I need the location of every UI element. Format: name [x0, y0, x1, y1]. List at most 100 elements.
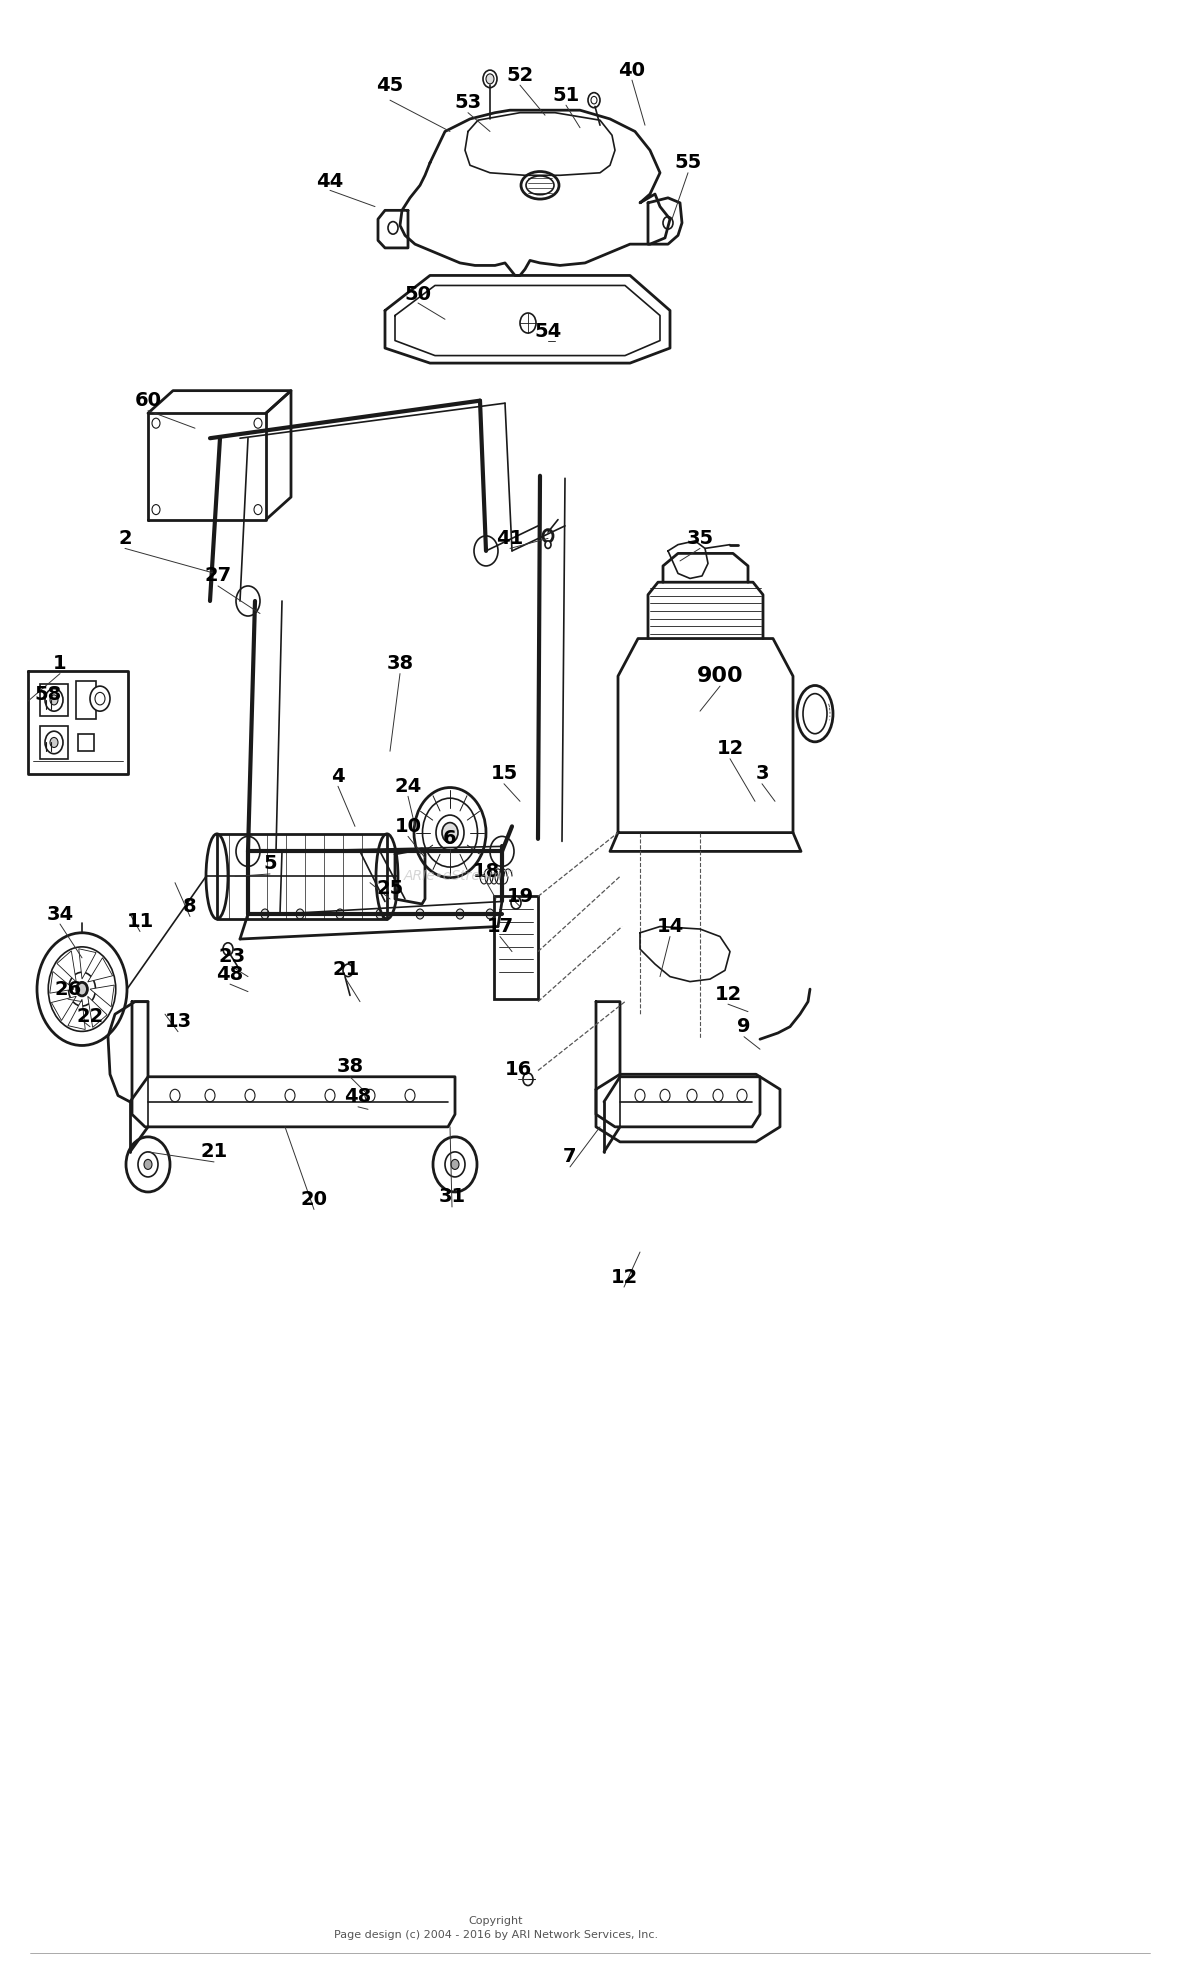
Circle shape — [37, 933, 127, 1046]
Text: 15: 15 — [491, 765, 518, 783]
Circle shape — [474, 536, 498, 565]
Text: 8: 8 — [183, 898, 197, 915]
Circle shape — [45, 731, 63, 753]
Text: 7: 7 — [563, 1147, 577, 1166]
Text: 45: 45 — [376, 75, 404, 95]
Polygon shape — [57, 951, 77, 983]
Circle shape — [170, 1089, 181, 1101]
Circle shape — [343, 965, 353, 977]
Bar — [76, 682, 96, 720]
Text: 55: 55 — [675, 154, 702, 172]
Text: 25: 25 — [376, 880, 404, 898]
Circle shape — [417, 909, 424, 919]
Bar — [78, 733, 94, 751]
Circle shape — [236, 836, 260, 866]
Circle shape — [152, 419, 160, 429]
Text: 16: 16 — [504, 1060, 532, 1079]
Text: 40: 40 — [618, 61, 645, 79]
Circle shape — [138, 1153, 158, 1176]
Text: 3: 3 — [755, 765, 768, 783]
Circle shape — [45, 688, 63, 712]
Circle shape — [261, 909, 269, 919]
Circle shape — [324, 1089, 335, 1101]
Circle shape — [663, 217, 673, 229]
Text: 12: 12 — [716, 739, 743, 759]
Circle shape — [405, 1089, 415, 1101]
Circle shape — [543, 530, 553, 542]
Text: 2: 2 — [118, 530, 132, 548]
Text: 12: 12 — [714, 985, 741, 1004]
Circle shape — [591, 97, 597, 105]
Circle shape — [50, 694, 58, 706]
Text: 13: 13 — [164, 1012, 191, 1032]
Ellipse shape — [796, 686, 833, 741]
Circle shape — [520, 312, 536, 332]
Text: 1: 1 — [53, 654, 67, 672]
Polygon shape — [50, 971, 74, 992]
Text: 10: 10 — [394, 817, 421, 836]
Circle shape — [588, 93, 599, 107]
Text: 17: 17 — [486, 917, 513, 935]
Polygon shape — [87, 996, 107, 1028]
Circle shape — [96, 692, 105, 706]
Text: 4: 4 — [332, 767, 345, 785]
Circle shape — [660, 1089, 670, 1101]
Polygon shape — [79, 949, 96, 979]
Text: 34: 34 — [46, 905, 73, 923]
Text: 9: 9 — [738, 1018, 750, 1036]
Circle shape — [77, 983, 87, 996]
Bar — [494, 896, 538, 998]
Circle shape — [48, 947, 116, 1032]
Ellipse shape — [435, 815, 464, 850]
Ellipse shape — [422, 799, 478, 868]
Circle shape — [336, 909, 345, 919]
Text: 26: 26 — [54, 981, 81, 998]
Circle shape — [442, 822, 458, 842]
Circle shape — [455, 909, 464, 919]
Polygon shape — [87, 957, 112, 983]
Circle shape — [486, 73, 494, 83]
Circle shape — [687, 1089, 697, 1101]
Ellipse shape — [526, 176, 553, 194]
Circle shape — [286, 1089, 295, 1101]
Text: Copyright
Page design (c) 2004 - 2016 by ARI Network Services, Inc.: Copyright Page design (c) 2004 - 2016 by… — [334, 1916, 657, 1939]
Circle shape — [635, 1089, 645, 1101]
Circle shape — [738, 1089, 747, 1101]
Text: 48: 48 — [216, 965, 243, 985]
Text: 27: 27 — [204, 567, 231, 585]
Text: 5: 5 — [263, 854, 277, 874]
Circle shape — [713, 1089, 723, 1101]
Circle shape — [245, 1089, 255, 1101]
Text: 18: 18 — [472, 862, 499, 882]
Text: 44: 44 — [316, 172, 343, 192]
Text: 50: 50 — [405, 285, 432, 304]
Circle shape — [90, 686, 110, 712]
Polygon shape — [68, 998, 85, 1030]
Text: 38: 38 — [336, 1058, 363, 1075]
Text: 24: 24 — [394, 777, 421, 797]
Text: 58: 58 — [34, 686, 61, 704]
Circle shape — [254, 419, 262, 429]
Circle shape — [376, 909, 384, 919]
Text: 22: 22 — [77, 1006, 104, 1026]
Circle shape — [483, 69, 497, 87]
Text: 54: 54 — [535, 322, 562, 342]
Circle shape — [144, 1159, 152, 1170]
Text: 14: 14 — [656, 917, 683, 935]
Text: 51: 51 — [552, 85, 579, 105]
Ellipse shape — [522, 172, 559, 200]
Text: 35: 35 — [687, 530, 714, 548]
Text: 6: 6 — [444, 830, 457, 848]
Circle shape — [236, 585, 260, 617]
Text: 41: 41 — [497, 530, 524, 548]
Text: 21: 21 — [333, 959, 360, 979]
Circle shape — [433, 1137, 477, 1192]
Circle shape — [152, 504, 160, 514]
Circle shape — [223, 943, 232, 955]
Text: 900: 900 — [696, 666, 743, 686]
Text: ARIe•eStream™: ARIe•eStream™ — [404, 870, 517, 884]
Circle shape — [50, 737, 58, 747]
Circle shape — [254, 504, 262, 514]
Circle shape — [296, 909, 304, 919]
Text: 53: 53 — [454, 93, 481, 113]
